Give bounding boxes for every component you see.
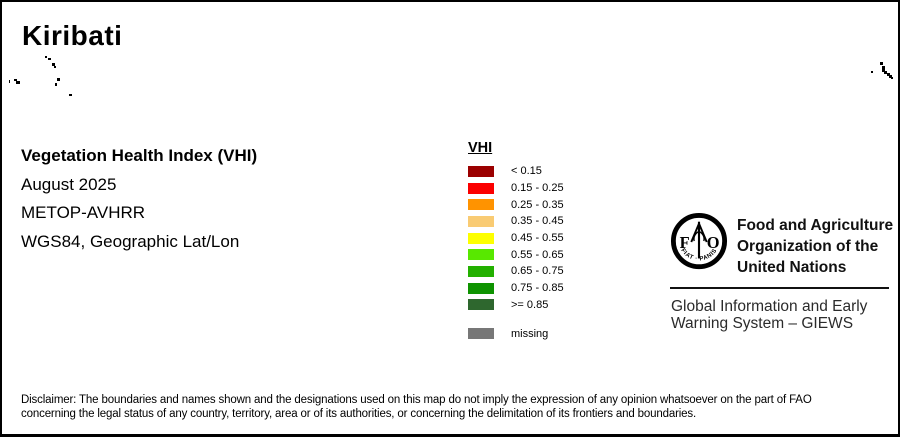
legend-row: 0.75 - 0.85 <box>468 280 564 297</box>
disclaimer-line: Disclaimer: The boundaries and names sho… <box>21 394 812 406</box>
legend-label: < 0.15 <box>511 165 542 178</box>
legend-label: missing <box>511 327 549 340</box>
info-sensor: METOP-AVHRR <box>21 203 146 223</box>
info-date: August 2025 <box>21 174 117 194</box>
island-dot <box>871 71 873 73</box>
legend-swatch <box>468 328 494 340</box>
island-dot <box>55 83 57 86</box>
fao-org-line: United Nations <box>737 258 847 276</box>
island-dot <box>48 58 51 60</box>
fao-logo-letter-f: F <box>680 233 690 252</box>
legend-label: 0.75 - 0.85 <box>511 282 564 295</box>
legend-swatch <box>468 215 494 227</box>
legend-swatch <box>468 182 494 194</box>
island-dot <box>16 81 20 84</box>
map-info-block: Vegetation Health Index (VHI) August 202… <box>21 142 257 256</box>
legend-rows: < 0.15 0.15 - 0.25 0.25 - 0.35 0.35 - 0.45 0… <box>468 163 564 342</box>
legend-swatch <box>468 265 494 277</box>
island-dot <box>54 66 56 68</box>
legend-swatch <box>468 249 494 261</box>
vhi-legend: VHI < 0.15 0.15 - 0.25 0.25 - 0.35 0.35 - 0… <box>468 139 564 342</box>
island-dot <box>9 80 10 83</box>
legend-row: < 0.15 <box>468 163 564 180</box>
island-dot <box>57 78 60 81</box>
island-dot <box>887 73 890 76</box>
legend-row: 0.65 - 0.75 <box>468 263 564 280</box>
giews-label: Global Information and Early Warning Sys… <box>671 298 867 333</box>
legend-row: missing <box>468 325 564 342</box>
legend-label: 0.45 - 0.55 <box>511 232 564 245</box>
fao-org-name: Food and Agriculture Organization of the… <box>737 216 893 278</box>
fao-divider-line <box>670 287 889 289</box>
legend-label: 0.65 - 0.75 <box>511 265 564 278</box>
legend-label: 0.35 - 0.45 <box>511 215 564 228</box>
fao-logo-wheat <box>690 221 708 259</box>
island-dot <box>14 79 17 81</box>
island-dot <box>889 75 892 78</box>
legend-label: 0.15 - 0.25 <box>511 182 564 195</box>
fao-org-line: Food and Agriculture <box>737 217 894 234</box>
info-projection: WGS84, Geographic Lat/Lon <box>21 231 240 251</box>
giews-line: Global Information and Early <box>671 298 868 315</box>
legend-row: 0.45 - 0.55 <box>468 230 564 247</box>
island-dot <box>52 63 55 66</box>
legend-label: 0.55 - 0.65 <box>511 248 564 261</box>
giews-line: Warning System – GIEWS <box>671 315 854 333</box>
fao-logo: F O FIAT · PANIS <box>670 213 728 270</box>
legend-label: >= 0.85 <box>511 298 549 311</box>
legend-swatch <box>468 165 494 177</box>
fao-org-line: Organization of the <box>737 237 879 255</box>
island-dot <box>884 71 887 74</box>
legend-row: 0.25 - 0.35 <box>468 196 564 213</box>
legend-title: VHI <box>468 140 493 156</box>
legend-row: 0.15 - 0.25 <box>468 180 564 197</box>
legend-swatch <box>468 299 494 311</box>
island-dot <box>45 56 47 58</box>
legend-swatch <box>468 282 494 294</box>
island-dot <box>891 77 893 79</box>
legend-row: 0.55 - 0.65 <box>468 246 564 263</box>
info-heading: Vegetation Health Index (VHI) <box>21 146 258 165</box>
legend-row: 0.35 - 0.45 <box>468 213 564 230</box>
fao-logo-letter-o: O <box>707 233 720 252</box>
legend-label: 0.25 - 0.35 <box>511 198 564 211</box>
legend-row: >= 0.85 <box>468 297 564 314</box>
legend-swatch <box>468 232 494 244</box>
legend-swatch <box>468 199 494 211</box>
disclaimer-line: concerning the legal status of any count… <box>21 408 697 421</box>
island-dot <box>882 66 885 72</box>
island-dot <box>880 62 883 65</box>
disclaimer-text: Disclaimer: The boundaries and names sho… <box>21 393 812 422</box>
page-title: Kiribati <box>22 20 123 51</box>
island-dot <box>69 94 72 96</box>
